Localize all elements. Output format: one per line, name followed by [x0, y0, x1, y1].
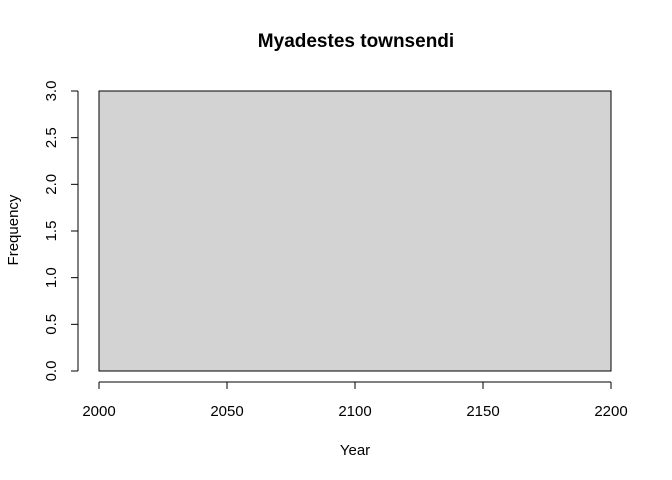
y-tick-label-1: 0.5 [43, 314, 60, 335]
y-axis: 0.0 0.5 1.0 1.5 2.0 2.5 3.0 [43, 81, 79, 382]
y-tick-label-0: 0.0 [43, 361, 60, 382]
x-tick-label-4: 2200 [594, 403, 627, 420]
y-tick-label-4: 2.0 [43, 174, 60, 195]
x-tick-label-2: 2100 [338, 403, 371, 420]
x-tick-label-0: 2000 [82, 403, 115, 420]
y-axis-label: Frequency [5, 194, 22, 265]
x-axis-label: Year [340, 442, 370, 459]
bars-group [98, 90, 612, 372]
x-tick-label-1: 2050 [210, 403, 243, 420]
y-tick-label-5: 2.5 [43, 127, 60, 148]
x-axis: 2000 2050 2100 2150 2200 [82, 381, 628, 420]
x-tick-label-3: 2150 [466, 403, 499, 420]
y-tick-label-3: 1.5 [43, 221, 60, 242]
histogram-bar-0 [98, 90, 612, 372]
y-tick-label-6: 3.0 [43, 81, 60, 102]
chart-title: Myadestes townsendi [258, 31, 454, 52]
y-tick-label-2: 1.0 [43, 267, 60, 288]
